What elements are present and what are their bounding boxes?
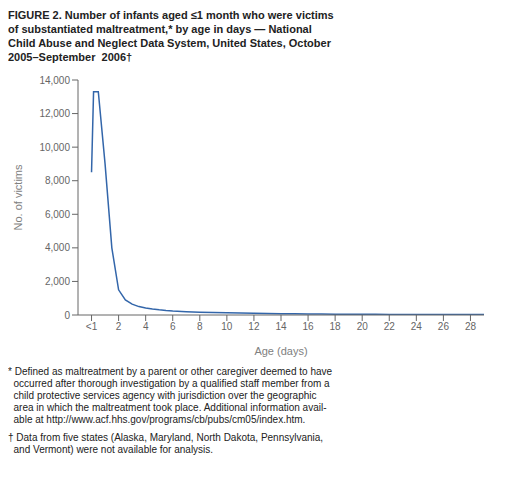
svg-text:2,000: 2,000 bbox=[45, 276, 70, 287]
svg-text:4: 4 bbox=[143, 321, 149, 332]
svg-text:12,000: 12,000 bbox=[39, 108, 70, 119]
svg-text:10,000: 10,000 bbox=[39, 142, 70, 153]
svg-text:20: 20 bbox=[357, 321, 369, 332]
svg-text:8: 8 bbox=[197, 321, 203, 332]
svg-text:Age (days): Age (days) bbox=[254, 345, 307, 357]
svg-text:8,000: 8,000 bbox=[45, 175, 70, 186]
svg-text:<1: <1 bbox=[86, 321, 98, 332]
svg-text:24: 24 bbox=[411, 321, 423, 332]
svg-text:0: 0 bbox=[64, 310, 70, 321]
html-text:† Data from five states (Alask: † Data from five states (Alaska, Marylan… bbox=[8, 432, 324, 455]
svg-text:28: 28 bbox=[465, 321, 477, 332]
svg-text:14: 14 bbox=[275, 321, 287, 332]
svg-text:2: 2 bbox=[116, 321, 122, 332]
html-text:* Defined as maltreatment by a: * Defined as maltreatment by a parent or… bbox=[8, 366, 333, 425]
svg-text:14,000: 14,000 bbox=[39, 75, 70, 86]
svg-text:12: 12 bbox=[248, 321, 260, 332]
svg-text:10: 10 bbox=[221, 321, 233, 332]
svg-text:18: 18 bbox=[330, 321, 342, 332]
svg-text:4,000: 4,000 bbox=[45, 242, 70, 253]
svg-text:26: 26 bbox=[438, 321, 450, 332]
svg-text:16: 16 bbox=[303, 321, 315, 332]
svg-text:6: 6 bbox=[170, 321, 176, 332]
svg-text:No. of victims: No. of victims bbox=[12, 164, 24, 231]
html-text:FIGURE 2. Number of infants ag: FIGURE 2. Number of infants aged ≤1 mont… bbox=[8, 9, 334, 63]
svg-text:6,000: 6,000 bbox=[45, 209, 70, 220]
svg-text:22: 22 bbox=[384, 321, 396, 332]
